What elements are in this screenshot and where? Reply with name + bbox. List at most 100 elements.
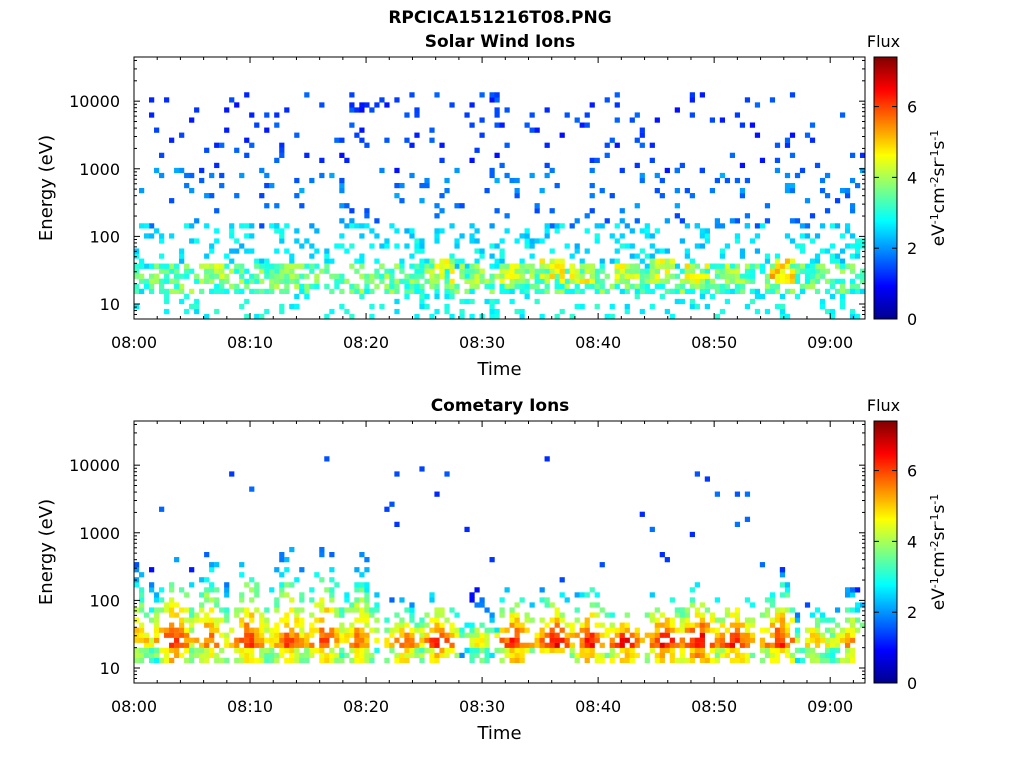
burst-cell: [659, 258, 665, 264]
flux-cell: [354, 223, 360, 229]
burst-cell: [654, 642, 660, 648]
flux-cell: [179, 283, 185, 289]
burst-cell: [769, 647, 776, 653]
scatter-cell: [384, 506, 390, 512]
flux-cell: [339, 233, 345, 239]
flux-cell: [739, 288, 746, 295]
flux-cell: [704, 268, 710, 274]
flux-cell: [784, 137, 791, 143]
flux-cell: [259, 288, 265, 295]
burst-cell: [459, 632, 465, 638]
burst-cell: [539, 587, 545, 593]
burst-cell: [134, 637, 140, 643]
flux-cell: [824, 248, 831, 254]
burst-cell: [249, 632, 255, 638]
flux-cell: [694, 303, 700, 310]
flux-cell: [569, 253, 575, 259]
burst-cell: [564, 632, 570, 638]
flux-cell: [444, 188, 450, 194]
flux-cell: [244, 268, 250, 274]
burst-cell: [729, 622, 736, 628]
burst-cell: [374, 602, 380, 608]
burst-cell: [204, 263, 210, 269]
flux-cell: [264, 308, 270, 315]
burst-cell: [779, 612, 786, 618]
burst-cell: [504, 647, 510, 653]
burst-cell: [574, 652, 580, 659]
burst-cell: [414, 652, 420, 659]
burst-cell: [669, 637, 675, 643]
flux-cell: [674, 167, 680, 174]
flux-cell: [674, 263, 680, 269]
burst-cell: [684, 607, 690, 613]
burst-cell: [204, 273, 210, 279]
flux-cell: [479, 253, 485, 259]
burst-cell: [294, 622, 300, 628]
flux-cell: [279, 147, 285, 153]
flux-cell: [244, 278, 250, 284]
flux-cell: [714, 177, 720, 184]
burst-cell: [589, 642, 595, 648]
burst-cell: [514, 642, 520, 648]
flux-cell: [469, 298, 475, 305]
flux-cell: [179, 132, 185, 138]
flux-cell: [144, 263, 150, 269]
burst-cell: [539, 617, 545, 623]
flux-cell: [849, 283, 856, 289]
burst-cell: [854, 617, 861, 623]
burst-cell: [189, 657, 195, 664]
burst-cell: [239, 657, 245, 664]
flux-cell: [739, 273, 746, 279]
flux-cell: [174, 288, 180, 295]
flux-cell: [619, 243, 625, 249]
burst-cell: [299, 652, 305, 659]
burst-cell: [629, 642, 635, 648]
burst-cell: [449, 263, 455, 269]
burst-cell: [584, 617, 590, 623]
burst-cell: [499, 607, 505, 613]
flux-cell: [434, 283, 440, 289]
flux-cell: [754, 263, 761, 269]
burst-cell: [789, 637, 796, 643]
flux-cell: [444, 303, 450, 310]
burst-cell: [294, 657, 300, 664]
burst-cell: [314, 627, 320, 633]
burst-cell: [624, 612, 630, 618]
burst-cell: [729, 657, 736, 664]
burst-cell: [434, 637, 440, 643]
burst-cell: [454, 652, 460, 659]
flux-cell: [634, 293, 640, 300]
flux-cell: [464, 298, 470, 305]
flux-cell: [719, 223, 726, 229]
burst-cell: [604, 652, 610, 659]
burst-cell: [829, 647, 836, 653]
burst-cell: [399, 627, 405, 633]
flux-cell: [224, 107, 230, 113]
flux-cell: [199, 288, 205, 295]
flux-cell: [309, 243, 315, 249]
burst-cell: [284, 637, 290, 643]
burst-cell: [784, 263, 791, 269]
burst-cell: [199, 602, 205, 608]
burst-cell: [694, 622, 700, 628]
flux-cell: [489, 298, 495, 305]
flux-cell: [674, 298, 680, 305]
flux-cell: [624, 283, 630, 289]
burst-cell: [559, 612, 565, 618]
burst-cell: [399, 597, 405, 603]
flux-cell: [754, 233, 761, 239]
burst-cell: [724, 647, 731, 653]
burst-cell: [539, 642, 545, 648]
burst-cell: [419, 632, 425, 638]
flux-cell: [644, 233, 650, 239]
burst-cell: [289, 582, 295, 588]
burst-cell: [344, 592, 350, 598]
flux-cell: [729, 263, 736, 269]
burst-cell: [734, 652, 741, 659]
x-tick-label: 08:00: [111, 333, 157, 352]
flux-cell: [469, 288, 475, 295]
flux-cell: [499, 253, 505, 259]
burst-cell: [204, 617, 210, 623]
flux-cell: [854, 248, 861, 254]
burst-cell: [249, 577, 255, 583]
